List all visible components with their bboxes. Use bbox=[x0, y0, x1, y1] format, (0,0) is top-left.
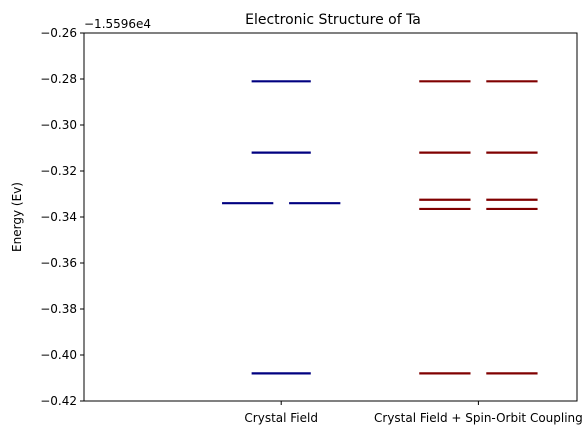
y-tick-label: −0.42 bbox=[40, 394, 77, 408]
y-tick-label: −0.30 bbox=[40, 118, 77, 132]
y-tick-label: −0.36 bbox=[40, 256, 77, 270]
y-tick-label: −0.40 bbox=[40, 348, 77, 362]
y-tick-label: −0.26 bbox=[40, 26, 77, 40]
axis-offset-text: −1.5596e4 bbox=[84, 17, 151, 31]
x-tick-label: Crystal Field + Spin-Orbit Coupling bbox=[374, 411, 583, 425]
y-tick-label: −0.34 bbox=[40, 210, 77, 224]
chart-title: Electronic Structure of Ta bbox=[245, 12, 421, 28]
y-tick-label: −0.28 bbox=[40, 72, 77, 86]
y-tick-label: −0.38 bbox=[40, 302, 77, 316]
y-axis-label: Energy (Ev) bbox=[10, 182, 24, 252]
y-tick-label: −0.32 bbox=[40, 164, 77, 178]
plot-area: −0.42 −0.40 −0.38 −0.36 −0.34 −0.32 −0.30 −0.28… bbox=[40, 26, 583, 425]
x-tick-label: Crystal Field bbox=[244, 411, 318, 425]
axes-frame bbox=[83, 32, 578, 402]
